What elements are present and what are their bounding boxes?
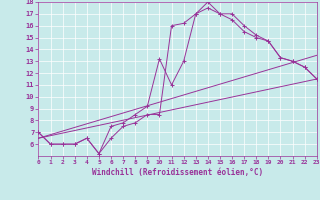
- X-axis label: Windchill (Refroidissement éolien,°C): Windchill (Refroidissement éolien,°C): [92, 168, 263, 177]
